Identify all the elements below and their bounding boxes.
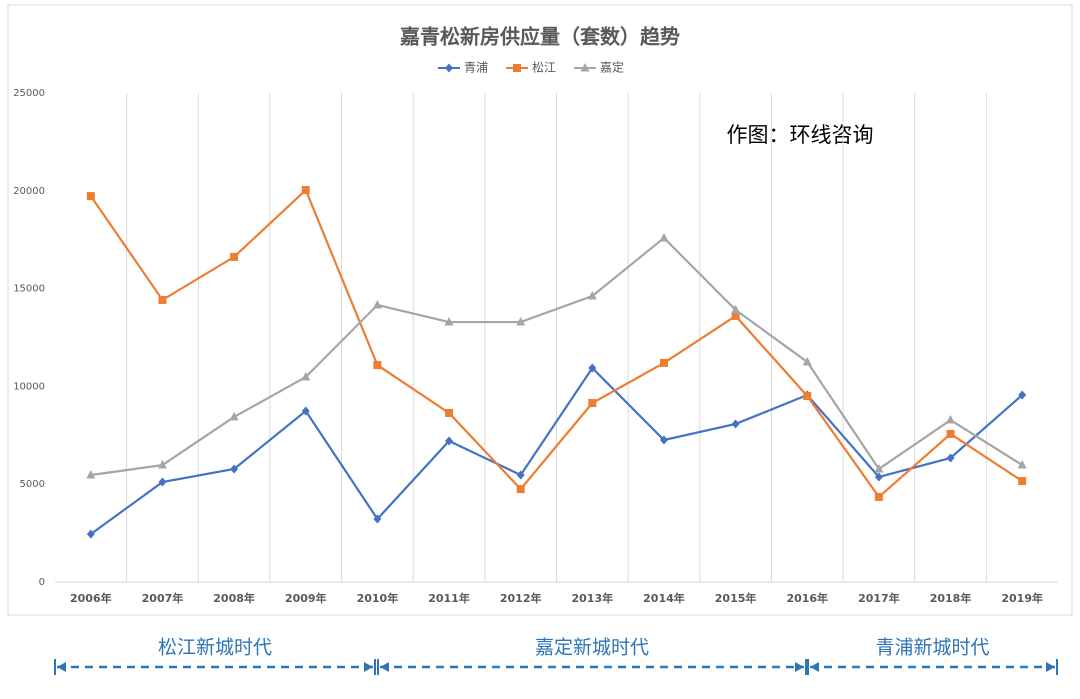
marker [659,232,669,242]
marker [444,317,454,326]
marker [158,477,167,487]
era-arrowhead [57,662,66,672]
marker [86,529,95,539]
marker [874,463,884,473]
marker [659,435,668,445]
legend-label: 松江 [532,61,556,75]
marker [731,419,740,429]
y-tick-label: 10000 [13,381,45,392]
chart-frame [7,4,1073,616]
marker [230,252,239,261]
marker [516,485,525,494]
series-line [89,188,1023,499]
marker [874,492,883,501]
marker [659,358,668,367]
marker [86,470,96,479]
marker [230,464,239,474]
marker [1018,477,1027,486]
y-tick-label: 20000 [13,186,45,197]
x-tick-label: 2019年 [1001,591,1043,605]
marker [229,411,239,421]
marker [301,186,310,195]
marker [157,460,167,469]
x-tick-label: 2008年 [213,591,255,605]
series-line [90,236,1023,477]
era-label: 青浦新城时代 [875,637,989,659]
y-tick-label: 5000 [20,479,45,490]
marker [731,311,740,320]
marker [516,470,525,480]
x-tick-label: 2017年 [858,591,900,605]
marker [946,415,956,424]
marker [731,304,741,314]
annotation: 作图：环线咨询 [727,123,874,147]
x-tick-label: 2007年 [142,591,184,605]
marker [946,429,955,438]
x-tick-label: 2018年 [930,591,972,605]
era-arrowhead [810,662,819,672]
legend-label: 嘉定 [600,60,624,75]
x-tick-label: 2010年 [357,591,399,605]
x-tick-label: 2015年 [715,591,757,605]
marker [445,409,454,418]
marker [158,295,167,304]
marker [373,514,382,524]
marker [1018,390,1027,400]
x-tick-label: 2009年 [285,591,327,605]
marker [587,291,597,300]
marker [802,356,812,366]
x-tick-label: 2011年 [428,591,470,605]
x-tick-label: 2012年 [500,591,542,605]
marker [588,363,597,373]
y-tick-label: 25000 [13,88,45,99]
marker [301,372,311,381]
marker [373,361,382,370]
marker [588,399,597,408]
marker [1017,460,1027,469]
marker [874,472,883,482]
marker [580,63,590,72]
y-tick-label: 0 [39,577,45,588]
marker [445,63,453,73]
marker [445,436,454,446]
era-label: 嘉定新城时代 [535,637,649,659]
x-tick-label: 2014年 [643,591,685,605]
legend-label: 青浦 [464,61,488,75]
era-arrowhead [380,662,389,672]
y-tick-label: 15000 [13,284,45,295]
x-tick-label: 2006年 [70,591,112,605]
chart-title: 嘉青松新房供应量（套数）趋势 [399,25,680,49]
series-line [90,366,1023,535]
era-arrowhead [364,662,373,672]
marker [513,64,521,72]
era-label: 松江新城时代 [158,637,272,659]
x-tick-label: 2016年 [786,591,828,605]
marker [516,317,526,326]
marker [372,300,382,309]
era-arrowhead [795,662,804,672]
x-tick-label: 2013年 [572,591,614,605]
marker [946,453,955,463]
era-arrowhead [1046,662,1055,672]
marker [301,406,310,416]
marker [803,391,812,400]
marker [86,192,95,201]
